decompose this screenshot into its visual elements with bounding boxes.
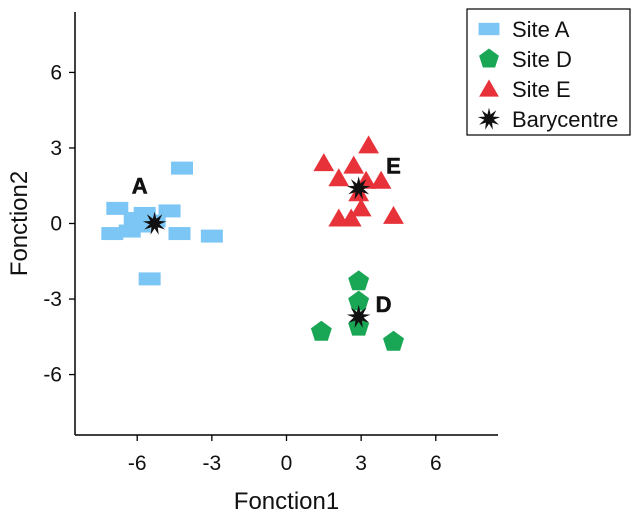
site-e-point xyxy=(328,168,350,187)
site-a-point xyxy=(128,219,151,233)
site-a-point xyxy=(168,227,191,241)
series-site-a xyxy=(101,161,223,286)
site-d-point xyxy=(383,330,404,351)
annotation-label: D xyxy=(376,292,392,317)
site-d-point xyxy=(310,320,332,341)
y-tick-label: 0 xyxy=(50,213,62,236)
x-tick-label: 6 xyxy=(430,452,442,475)
legend-item-site-a: Site A xyxy=(478,17,570,42)
x-tick-label: 0 xyxy=(281,452,293,475)
site-a-point xyxy=(158,204,181,218)
site-a-legend-icon xyxy=(478,22,500,36)
series-barycentre xyxy=(142,176,371,328)
legend-label: Site D xyxy=(512,47,572,72)
site-a-point xyxy=(138,272,161,286)
site-a-point xyxy=(170,161,193,175)
site-e-point xyxy=(340,208,362,227)
legend: Site A Site D Site E Barycentre xyxy=(466,8,631,136)
y-tick-label: -3 xyxy=(43,288,62,311)
site-e-point xyxy=(313,153,335,172)
y-tick-label: 3 xyxy=(50,137,62,160)
site-e-point xyxy=(383,205,404,224)
y-tick-label: -6 xyxy=(43,364,62,387)
site-e-legend-icon xyxy=(479,79,499,97)
x-tick-label: 3 xyxy=(355,452,367,475)
site-e-point xyxy=(350,198,372,217)
y-tick-label: 6 xyxy=(50,61,62,84)
site-d-point xyxy=(348,290,370,311)
legend-item-site-e: Site E xyxy=(479,77,571,102)
y-axis-label: Fonction2 xyxy=(6,171,33,276)
barycentre-point xyxy=(346,304,371,328)
site-e-point xyxy=(370,170,392,189)
barycentre-point xyxy=(142,211,167,235)
barycentre-point xyxy=(346,176,371,200)
annotation-label: E xyxy=(386,154,401,179)
site-d-legend-icon xyxy=(479,48,499,68)
series-site-e xyxy=(313,135,404,227)
barycentre-legend-icon xyxy=(477,107,501,130)
axes: -6 -3 0 3 6 -6 -3 0 3 6 Fonction1 Fonction2 xyxy=(6,12,498,515)
site-e-point xyxy=(358,135,379,154)
legend-label: Site A xyxy=(512,17,570,42)
site-a-point xyxy=(106,201,129,215)
x-tick-label: -6 xyxy=(128,452,147,475)
site-a-point xyxy=(101,227,124,241)
legend-item-site-d: Site D xyxy=(479,47,572,72)
x-tick-label: -3 xyxy=(203,452,222,475)
legend-label: Barycentre xyxy=(512,107,618,132)
annotation-label: A xyxy=(132,174,148,199)
legend-item-barycentre: Barycentre xyxy=(477,107,618,132)
x-axis-label: Fonction1 xyxy=(234,488,339,515)
data-markers xyxy=(101,135,404,351)
annotations: A E D xyxy=(131,153,401,317)
site-d-point xyxy=(348,270,370,291)
site-e-point xyxy=(343,155,365,174)
site-a-point xyxy=(200,229,223,243)
legend-label: Site E xyxy=(512,77,571,102)
